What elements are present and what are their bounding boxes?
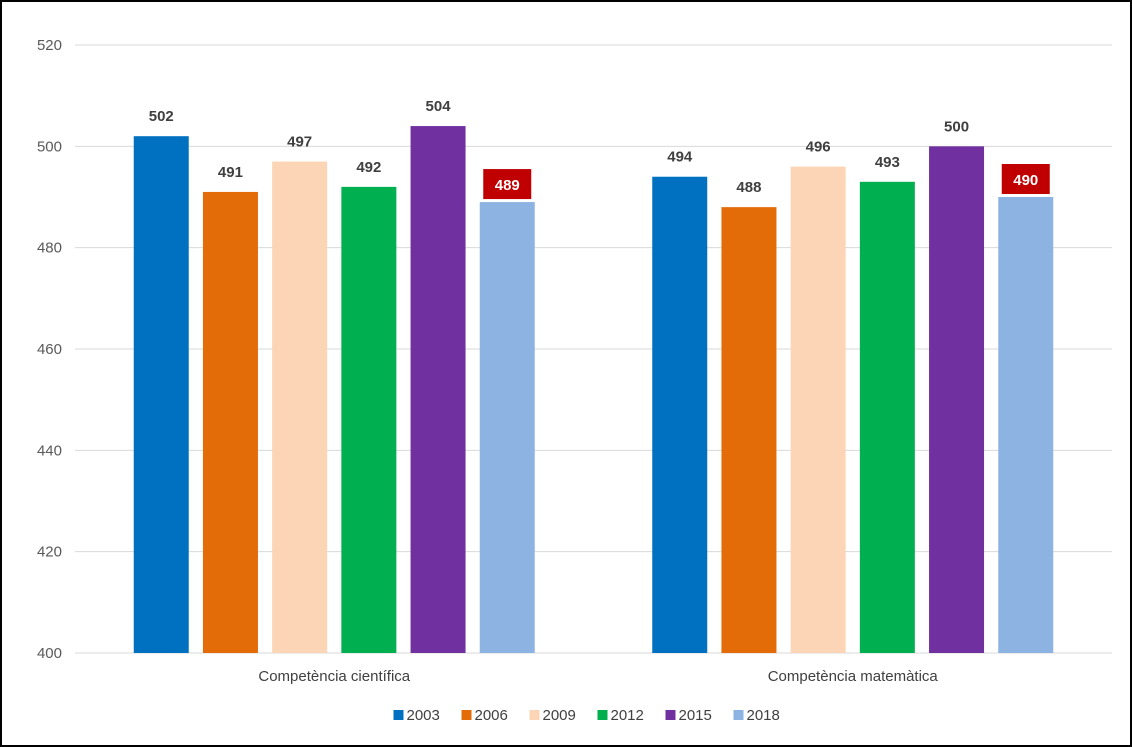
- bar-2018-0: [479, 202, 535, 654]
- y-tick-label: 480: [37, 240, 62, 257]
- bars: [133, 126, 1054, 654]
- legend: 2003 2006 2009 2012 2015 2018: [393, 707, 780, 724]
- legend-label: 2012: [611, 707, 644, 724]
- bar-2009-1: [790, 166, 846, 653]
- data-labels: 502 491 497 492 504 489 494 488 496 493 500 490: [149, 98, 1050, 200]
- legend-swatch-2018: [733, 710, 744, 720]
- y-tick-label: 520: [37, 37, 62, 54]
- bar-2006-1: [721, 207, 777, 653]
- data-label: 488: [736, 179, 761, 196]
- y-axis-ticks: 400 420 440 460 480 500 520: [37, 37, 62, 662]
- y-tick-label: 460: [37, 341, 62, 358]
- legend-label: 2018: [747, 707, 780, 724]
- data-label: 492: [356, 159, 381, 176]
- bar-2012-1: [859, 181, 915, 654]
- legend-swatch-2006: [461, 710, 472, 720]
- data-label: 494: [667, 149, 693, 166]
- legend-label: 2006: [475, 707, 508, 724]
- bar-2018-1: [998, 197, 1054, 653]
- data-label: 490: [1013, 172, 1038, 189]
- category-label: Competència científica: [258, 668, 410, 685]
- legend-label: 2015: [679, 707, 712, 724]
- legend-swatch-2009: [529, 710, 540, 720]
- y-tick-label: 440: [37, 442, 62, 459]
- legend-swatch-2015: [665, 710, 676, 720]
- legend-label: 2003: [407, 707, 440, 724]
- legend-label: 2009: [543, 707, 576, 724]
- data-label: 497: [287, 134, 312, 151]
- data-label: 491: [218, 164, 243, 181]
- data-label-highlight-box: [483, 169, 532, 200]
- data-label: 496: [806, 139, 831, 156]
- bar-2009-0: [272, 161, 328, 654]
- category-labels: Competència científica Competència matemà…: [258, 668, 938, 685]
- bar-2015-0: [410, 126, 466, 654]
- bar-2012-0: [341, 186, 397, 653]
- data-label: 493: [875, 154, 900, 171]
- bar-2015-1: [929, 146, 985, 654]
- bar-2006-0: [202, 191, 258, 653]
- bar-2003-0: [133, 136, 189, 653]
- y-tick-label: 420: [37, 544, 62, 561]
- y-tick-label: 400: [37, 645, 62, 662]
- bar-2003-1: [652, 176, 708, 653]
- category-label: Competència matemàtica: [768, 668, 939, 685]
- legend-swatch-2012: [597, 710, 608, 720]
- data-label: 504: [426, 98, 452, 115]
- data-label-highlight-box: [1001, 164, 1050, 194]
- data-label: 500: [944, 118, 969, 135]
- data-label: 489: [495, 177, 520, 194]
- legend-swatch-2003: [393, 710, 404, 720]
- data-label: 502: [149, 108, 174, 125]
- y-tick-label: 500: [37, 138, 62, 155]
